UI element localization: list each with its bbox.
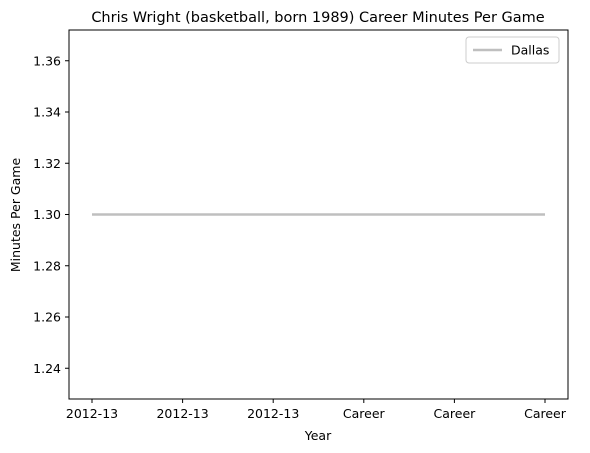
y-tick-label: 1.36 xyxy=(33,53,61,68)
legend-label-dallas: Dallas xyxy=(511,43,549,58)
legend-box xyxy=(465,36,560,64)
y-tick-label: 1.24 xyxy=(33,361,61,376)
y-tick-label: 1.32 xyxy=(33,156,61,171)
chart-title: Chris Wright (basketball, born 1989) Car… xyxy=(91,10,544,26)
x-axis: 2012-13 2012-13 2012-13 Career Career Career xyxy=(66,399,567,421)
y-tick-label: 1.30 xyxy=(33,207,61,222)
x-tick-label: Career xyxy=(343,406,386,421)
x-axis-label: Year xyxy=(304,428,332,443)
x-tick-label: 2012-13 xyxy=(156,406,208,421)
x-tick-label: Career xyxy=(434,406,477,421)
y-tick-label: 1.26 xyxy=(33,310,61,325)
y-axis: 1.24 1.26 1.28 1.30 1.32 1.34 1.36 xyxy=(33,53,69,376)
x-tick-label: Career xyxy=(524,406,567,421)
y-tick-label: 1.34 xyxy=(33,105,61,120)
y-axis-label: Minutes Per Game xyxy=(8,158,23,273)
x-tick-label: 2012-13 xyxy=(66,406,118,421)
legend: Dallas xyxy=(465,36,560,64)
y-tick-label: 1.28 xyxy=(33,258,61,273)
x-tick-label: 2012-13 xyxy=(247,406,299,421)
